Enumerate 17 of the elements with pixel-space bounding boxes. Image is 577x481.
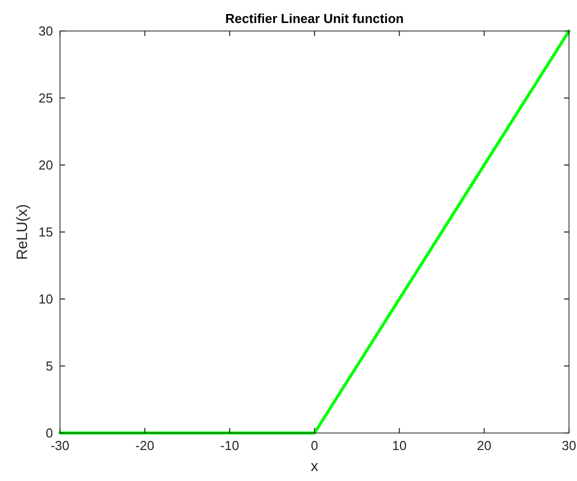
x-tick-label: 20 xyxy=(476,438,492,453)
x-tick-label: 0 xyxy=(310,438,318,453)
y-tick-label: 10 xyxy=(38,292,53,306)
y-tick-label: 0 xyxy=(46,426,53,440)
y-tick-label: 30 xyxy=(38,24,53,38)
x-tick-label: 10 xyxy=(392,438,407,453)
x-tick-label: 30 xyxy=(562,438,576,453)
x-tick-label: -20 xyxy=(135,438,154,453)
chart-title: Rectifier Linear Unit function xyxy=(225,11,404,26)
y-axis-title: ReLU(x) xyxy=(14,204,31,260)
x-tick-label: -30 xyxy=(50,438,70,453)
y-tick-label: 20 xyxy=(38,158,53,172)
x-tick-label: -10 xyxy=(220,438,240,453)
x-axis-title: x xyxy=(310,458,319,475)
y-tick-label: 15 xyxy=(38,224,53,240)
y-tick-label: 25 xyxy=(38,90,53,106)
y-tick-label: 5 xyxy=(46,358,53,374)
